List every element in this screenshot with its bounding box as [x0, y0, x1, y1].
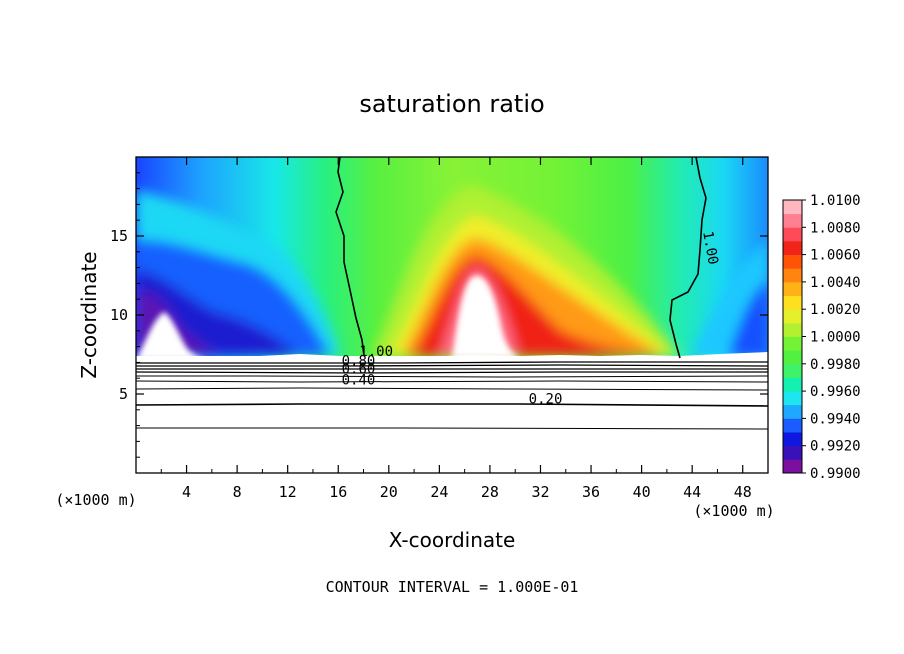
- contour-lower-5: [136, 375, 768, 378]
- x-tick-label: 40: [633, 483, 651, 501]
- contour-lower-4: [136, 371, 768, 374]
- colorbar-swatch: [783, 213, 802, 228]
- colorbar-swatch: [783, 350, 802, 365]
- colorbar-swatch: [783, 363, 802, 378]
- colorbar-swatch: [783, 459, 802, 474]
- colorbar-swatch: [783, 391, 802, 406]
- x-tick-label: 4: [182, 483, 191, 501]
- contour-interval-note: CONTOUR INTERVAL = 1.000E-01: [326, 578, 579, 596]
- contour-label: 1.00: [359, 344, 393, 360]
- contour-1.00-right: [669, 157, 707, 359]
- colorbar-tick-label: 1.0060: [810, 248, 861, 264]
- x-tick-label: 12: [279, 483, 297, 501]
- colorbar-swatch: [783, 268, 802, 283]
- x-tick-label: 16: [329, 483, 347, 501]
- colorbar-swatch: [783, 254, 802, 269]
- colorbar-tick-label: 1.0020: [810, 302, 861, 318]
- colorbar-tick-label: 0.9940: [810, 411, 861, 427]
- x-tick-label: 44: [683, 483, 701, 501]
- colorbar-swatch: [783, 295, 802, 310]
- colorbar-swatch: [783, 418, 802, 433]
- white-hill-center: [452, 275, 520, 358]
- colorbar-swatch: [783, 432, 802, 447]
- contour-1.00-left: [335, 157, 365, 357]
- colorbar-swatch: [783, 377, 802, 392]
- white-hill-left: [136, 312, 210, 360]
- contour-lower-6: [136, 380, 768, 383]
- contour-label: 0.60: [342, 361, 376, 377]
- contour-lower-2: [136, 364, 768, 367]
- colorbar-tick-label: 1.0000: [810, 330, 861, 346]
- y-axis: 5 10 15: [110, 172, 768, 458]
- x-tick-label: 24: [430, 483, 448, 501]
- lower-white-region: [136, 356, 768, 473]
- x-axis: 4 8 12 16 20 24 28 32 36 40 44 48: [160, 157, 752, 501]
- colorbar-tick-label: 1.0100: [810, 193, 861, 209]
- y-tick-label: 5: [119, 385, 128, 403]
- contour-label: 0.20: [529, 391, 563, 407]
- colorbar-swatch: [783, 227, 802, 242]
- colorbar-tick-label: 0.9980: [810, 357, 861, 373]
- colorbar-swatch: [783, 281, 802, 296]
- colorbar-swatch: [783, 336, 802, 351]
- x-unit-label-right: (×1000 m): [693, 502, 774, 520]
- y-axis-label: Z-coordinate: [77, 251, 101, 378]
- colorbar-swatch: [783, 322, 802, 337]
- chart-title: saturation ratio: [359, 90, 544, 118]
- colorbar-swatch: [783, 309, 802, 324]
- colorbar-tick-label: 0.9900: [810, 466, 861, 482]
- contour-lines: [136, 157, 768, 430]
- x-tick-label: 20: [380, 483, 398, 501]
- y-tick-label: 10: [110, 306, 128, 324]
- blue-band-right: [728, 280, 768, 356]
- colorbar-swatch: [783, 445, 802, 460]
- colorbar-tick-label: 0.9920: [810, 439, 861, 455]
- colorbar-tick-label: 1.0040: [810, 275, 861, 291]
- x-tick-label: 48: [734, 483, 752, 501]
- x-tick-label: 8: [233, 483, 242, 501]
- colorbar: 1.0100 1.0080 1.0060 1.0040 1.0020 1.0000 0.99…: [782, 193, 861, 482]
- contour-label: 1.00: [699, 230, 721, 266]
- contour-labels: 1.001.000.800.600.400.20: [342, 230, 721, 408]
- contour-0.20: [136, 403, 768, 407]
- colorbar-tick-label: 1.0080: [810, 220, 861, 236]
- colorbar-swatch: [783, 200, 802, 215]
- y-tick-label: 15: [110, 227, 128, 245]
- contour-lowest: [136, 427, 768, 430]
- contour-label: 0.40: [342, 373, 376, 389]
- x-tick-label: 32: [531, 483, 549, 501]
- contour-lower-7: [136, 387, 768, 391]
- contour-label: 0.80: [342, 354, 376, 370]
- x-tick-label: 36: [582, 483, 600, 501]
- x-unit-label-left: (×1000 m): [55, 491, 136, 509]
- colorbar-swatch: [783, 404, 802, 419]
- heatmap-field: [136, 157, 768, 473]
- contour-lower-1: [136, 361, 768, 364]
- x-axis-label: X-coordinate: [389, 528, 516, 552]
- colorbar-tick-label: 0.9960: [810, 384, 861, 400]
- colorbar-swatch: [783, 240, 802, 255]
- x-tick-label: 28: [481, 483, 499, 501]
